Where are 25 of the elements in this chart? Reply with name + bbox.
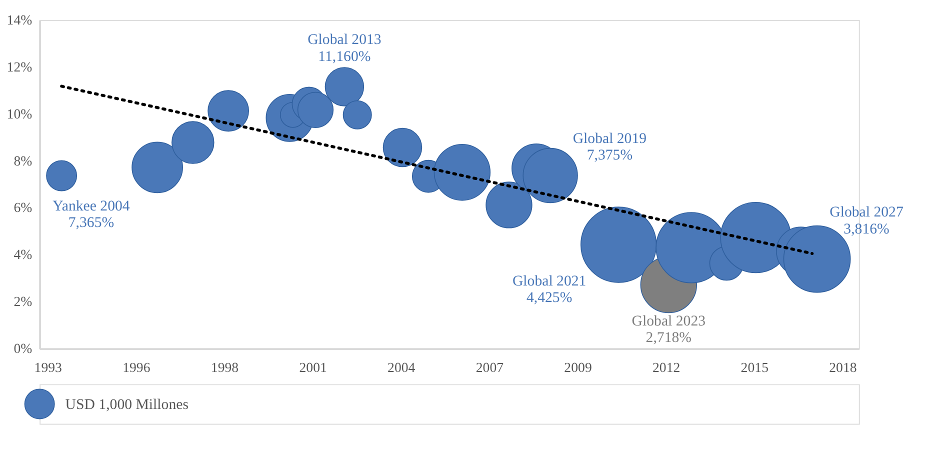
y-tick-label: 4% xyxy=(14,247,33,262)
annotation: Global 2023 2,718% xyxy=(632,313,706,346)
y-tick-label: 8% xyxy=(14,153,33,168)
y-tick-label: 2% xyxy=(14,294,33,310)
y-tick-label: 6% xyxy=(14,200,33,216)
annotation: Global 2027 3,816% xyxy=(830,204,904,238)
x-tick-label: 1996 xyxy=(122,360,150,375)
x-tick-label: 2001 xyxy=(299,360,327,375)
annotation: Yankee 2004 7,365% xyxy=(52,198,130,232)
legend-label: USD 1,000 Millones xyxy=(65,396,189,413)
x-tick-label: 1998 xyxy=(210,360,239,375)
x-tick-label: 2015 xyxy=(740,360,769,375)
y-tick-label: 10% xyxy=(6,106,33,122)
x-tick-label: 2018 xyxy=(829,360,857,375)
annotation: Global 2013 11,160% xyxy=(308,32,382,65)
y-tick-label: 0% xyxy=(14,341,33,356)
annotation: Global 2021 4,425% xyxy=(512,273,586,306)
x-tick-label: 2007 xyxy=(476,360,504,375)
x-tick-label: 2009 xyxy=(564,360,592,375)
annotation: Global 2019 7,375% xyxy=(572,130,647,164)
y-tick-label: 12% xyxy=(6,59,33,74)
x-tick-label: 1993 xyxy=(34,360,62,375)
x-tick-label: 2004 xyxy=(388,360,416,375)
y-tick-label: 14% xyxy=(6,12,33,28)
x-tick-label: 2012 xyxy=(652,360,680,375)
